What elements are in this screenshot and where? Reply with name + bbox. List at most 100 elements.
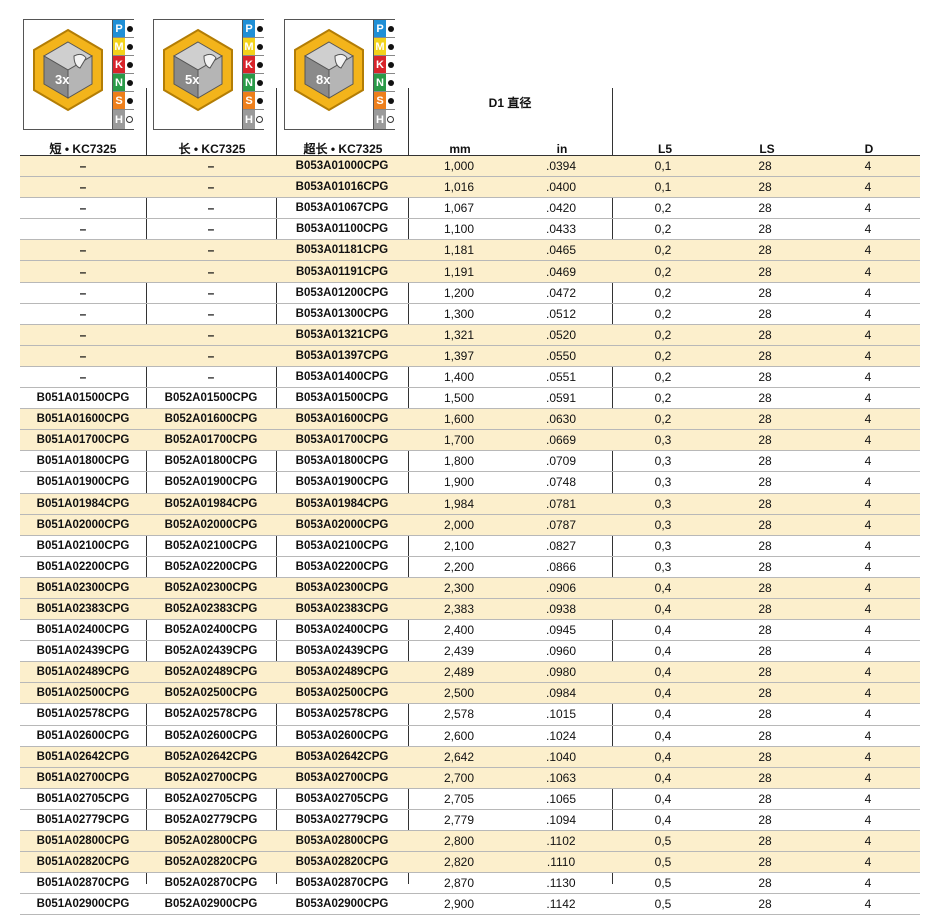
material-row: S (243, 92, 264, 110)
cell-diameter-mm: 1,600 (408, 408, 510, 431)
cell-short-code: – (20, 239, 146, 262)
cell-long-code: B052A02800CPG (146, 830, 276, 853)
cell-extra-long-code: B053A02300CPG (276, 577, 408, 599)
cell-long-code: B052A02820CPG (146, 851, 276, 874)
cell-diameter-in: .0866 (510, 556, 612, 578)
cell-ls: 28 (714, 872, 816, 895)
svg-text:3x: 3x (55, 72, 70, 87)
cell-d: 4 (816, 893, 920, 915)
cell-long-code: B052A02642CPG (146, 746, 276, 768)
cell-d: 4 (816, 324, 920, 346)
cell-long-code: B052A01800CPG (146, 450, 276, 473)
cell-l5: 0,2 (612, 408, 714, 431)
cell-l5: 0,2 (612, 218, 714, 241)
cell-d: 4 (816, 830, 920, 853)
cell-ls: 28 (714, 408, 816, 431)
cell-ls: 28 (714, 619, 816, 642)
cell-short-code: – (20, 218, 146, 241)
material-row: K (113, 56, 134, 74)
cell-diameter-mm: 1,900 (408, 471, 510, 494)
cell-short-code: – (20, 176, 146, 199)
column-header-in: in (556, 142, 568, 156)
cell-d: 4 (816, 387, 920, 410)
cell-short-code: B051A02705CPG (20, 788, 146, 810)
cell-ls: 28 (714, 260, 816, 283)
cell-short-code: – (20, 197, 146, 220)
cell-l5: 0,4 (612, 767, 714, 789)
cell-diameter-in: .0394 (510, 156, 612, 178)
cell-short-code: B051A01900CPG (20, 471, 146, 494)
cell-l5: 0,2 (612, 345, 714, 367)
cell-short-code: B051A02200CPG (20, 556, 146, 578)
cell-ls: 28 (714, 176, 816, 199)
column-header-l5: L5 (657, 142, 672, 156)
cell-extra-long-code: B053A02200CPG (276, 556, 408, 578)
material-letter: P (374, 20, 386, 37)
cell-diameter-mm: 2,642 (408, 746, 510, 768)
cell-ls: 28 (714, 661, 816, 684)
table-row: B051A01700CPG B052A01700CPG B053A01700CPG 1… (20, 429, 920, 452)
cell-d: 4 (816, 345, 920, 367)
cell-l5: 0,2 (612, 260, 714, 283)
cell-diameter-in: .0980 (510, 661, 612, 684)
cell-extra-long-code: B053A01500CPG (276, 387, 408, 410)
cell-long-code: – (146, 260, 276, 283)
cell-diameter-mm: 1,016 (408, 176, 510, 199)
cell-diameter-mm: 2,400 (408, 619, 510, 642)
cell-extra-long-code: B053A02900CPG (276, 893, 408, 915)
material-letter: H (243, 110, 255, 129)
material-letter: K (374, 56, 386, 73)
cell-l5: 0,4 (612, 661, 714, 684)
cell-d: 4 (816, 851, 920, 874)
cell-extra-long-code: B053A01321CPG (276, 324, 408, 346)
cell-diameter-mm: 1,000 (408, 156, 510, 178)
cell-extra-long-code: B053A02383CPG (276, 598, 408, 621)
cell-diameter-in: .1110 (510, 851, 612, 874)
cell-long-code: – (146, 176, 276, 199)
cell-l5: 0,2 (612, 324, 714, 346)
cell-diameter-in: .0591 (510, 387, 612, 410)
cell-diameter-in: .0984 (510, 682, 612, 705)
table-row: B051A02642CPG B052A02642CPG B053A02642CPG 2… (20, 746, 920, 768)
filled-dot-icon (255, 74, 264, 91)
cell-long-code: – (146, 345, 276, 367)
table-row: – – B053A01016CPG 1,016.0400 0,1 28 4 (20, 176, 920, 199)
cell-long-code: – (146, 197, 276, 220)
table-row: B051A02000CPG B052A02000CPG B053A02000CPG 2… (20, 514, 920, 536)
cell-ls: 28 (714, 535, 816, 557)
material-letter: P (113, 20, 125, 37)
cell-l5: 0,4 (612, 682, 714, 705)
cell-d: 4 (816, 640, 920, 663)
table-row: – – B053A01321CPG 1,321.0520 0,2 28 4 (20, 324, 920, 346)
cell-l5: 0,2 (612, 387, 714, 410)
cell-ls: 28 (714, 851, 816, 874)
cell-long-code: B052A02705CPG (146, 788, 276, 810)
8x-length-drill-icon: 8x (294, 28, 364, 112)
table-row: B051A02300CPG B052A02300CPG B053A02300CPG 2… (20, 577, 920, 599)
cell-long-code: B052A01600CPG (146, 408, 276, 431)
cell-long-code: B052A02700CPG (146, 767, 276, 789)
filled-dot-icon (386, 92, 395, 109)
cell-l5: 0,5 (612, 830, 714, 853)
cell-diameter-mm: 2,870 (408, 872, 510, 895)
cell-l5: 0,4 (612, 788, 714, 810)
cell-diameter-in: .1065 (510, 788, 612, 810)
cell-diameter-in: .0550 (510, 345, 612, 367)
cell-short-code: – (20, 324, 146, 346)
cell-long-code: – (146, 218, 276, 241)
cell-diameter-mm: 1,321 (408, 324, 510, 346)
cell-diameter-in: .0512 (510, 303, 612, 325)
cell-ls: 28 (714, 556, 816, 578)
cell-diameter-in: .0465 (510, 239, 612, 262)
empty-dot-icon (386, 110, 395, 129)
cell-d: 4 (816, 218, 920, 241)
cell-extra-long-code: B053A02578CPG (276, 703, 408, 726)
cell-ls: 28 (714, 725, 816, 747)
cell-short-code: – (20, 366, 146, 389)
cell-l5: 0,1 (612, 176, 714, 199)
cell-l5: 0,3 (612, 514, 714, 536)
table-row: – – B053A01181CPG 1,181.0465 0,2 28 4 (20, 239, 920, 262)
material-row: P (243, 20, 264, 38)
